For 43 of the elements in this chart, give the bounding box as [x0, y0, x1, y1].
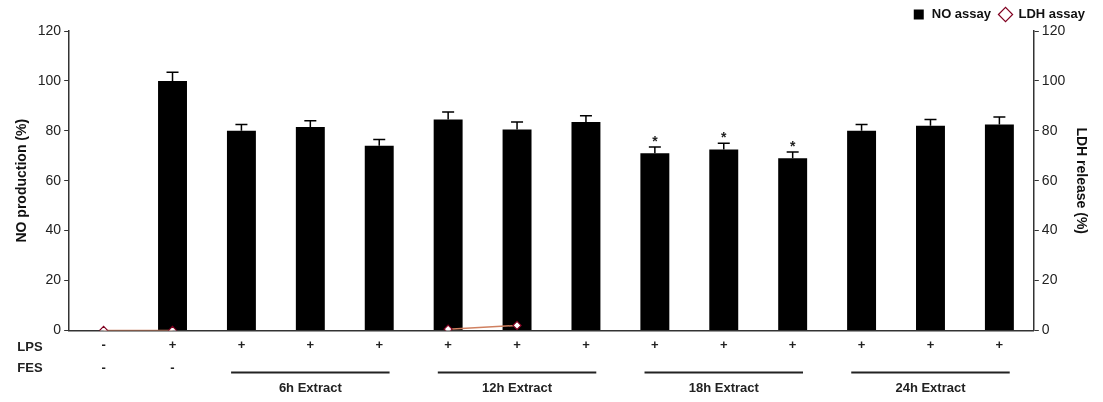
- annotation: *: [789, 137, 796, 154]
- y2-tick-label: 20: [1041, 271, 1058, 288]
- text: FES: [17, 359, 43, 375]
- text: LPS: [17, 338, 43, 354]
- x-tick-label: +: [857, 336, 866, 352]
- x-tick-label: +: [582, 336, 591, 352]
- annotation: *: [721, 129, 728, 146]
- x-tick-label: +: [375, 336, 384, 352]
- y2-tick-label: 40: [1041, 221, 1058, 238]
- y-tick-label: 0: [53, 321, 62, 338]
- x-tick-label: +: [513, 336, 522, 352]
- x-tick-label: +: [168, 336, 177, 352]
- annotation: *: [652, 132, 659, 149]
- text: -: [170, 359, 175, 375]
- text: 6h Extract: [278, 379, 343, 395]
- x-tick-label: -: [101, 336, 106, 352]
- y-tick-label: 40: [45, 221, 62, 238]
- x-tick-label: +: [306, 336, 315, 352]
- y2-tick-label: 80: [1041, 121, 1058, 138]
- text: 12h Extract: [482, 379, 553, 395]
- x-tick-label: +: [926, 336, 935, 352]
- legend-label: NO assay: [931, 6, 992, 22]
- text: -: [101, 359, 106, 375]
- x-tick-label: +: [444, 336, 453, 352]
- y-tick-label: 20: [45, 271, 62, 288]
- text: 18h Extract: [688, 379, 760, 395]
- x-tick-label: +: [651, 336, 660, 352]
- y2-tick-label: 60: [1041, 171, 1058, 188]
- x-tick-label: +: [788, 336, 797, 352]
- y-axis-title: NO production (%): [13, 118, 30, 243]
- y-tick-label: 60: [45, 171, 62, 188]
- y2-axis-title: LDH release (%): [1073, 127, 1090, 234]
- y2-tick-label: 0: [1041, 321, 1050, 338]
- y2-tick-label: 100: [1041, 71, 1066, 88]
- legend-label: LDH assay: [1018, 6, 1086, 22]
- text: 24h Extract: [895, 379, 967, 395]
- x-tick-label: +: [995, 336, 1004, 352]
- y-tick-label: 120: [37, 21, 62, 38]
- x-tick-label: +: [719, 336, 728, 352]
- y-tick-label: 100: [37, 71, 62, 88]
- x-tick-label: +: [237, 336, 246, 352]
- y2-tick-label: 120: [1041, 21, 1066, 38]
- y-tick-label: 80: [45, 121, 62, 138]
